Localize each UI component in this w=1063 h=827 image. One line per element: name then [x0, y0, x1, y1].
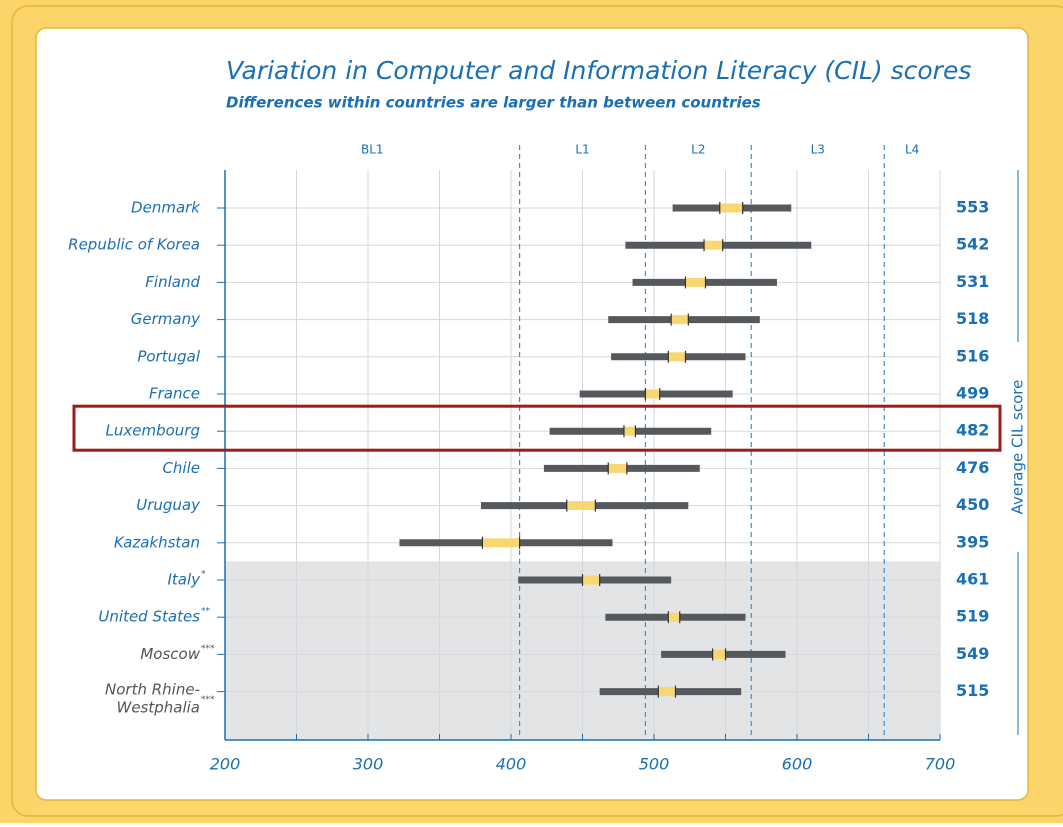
- ci-box: [566, 501, 596, 511]
- mean-label: 515: [956, 681, 989, 700]
- plot: BL1 L1 L2 L3 L4 200 300 400 500 600 700 Denmark 553 R…: [68, 143, 1002, 774]
- mean-label: 531: [956, 272, 989, 291]
- country-label: Chile: [162, 459, 200, 477]
- level-label: BL1: [361, 143, 384, 157]
- mean-label: 542: [956, 235, 989, 254]
- country-label: North Rhine-Westphalia: [105, 680, 200, 716]
- mean-label: 450: [956, 495, 989, 514]
- footnote-mark: ***: [201, 644, 215, 654]
- mean-label: 519: [956, 607, 989, 626]
- chart-title: Variation in Computer and Information Li…: [226, 56, 971, 85]
- ci-box: [668, 612, 680, 622]
- footnote-mark: **: [201, 607, 211, 617]
- country-label: Denmark: [131, 199, 201, 217]
- level-label: L1: [575, 143, 589, 157]
- mean-label: 476: [956, 458, 989, 477]
- country-label: Finland: [145, 273, 200, 291]
- level-label: L2: [691, 143, 705, 157]
- mean-label: 499: [956, 384, 989, 403]
- level-label: L3: [811, 143, 825, 157]
- mean-label: 461: [956, 570, 989, 589]
- mean-label: 553: [956, 198, 989, 217]
- country-label: Republic of Korea: [68, 236, 200, 254]
- country-label: Luxembourg: [106, 422, 200, 440]
- country-label: Kazakhstan: [114, 533, 200, 551]
- country-label: Uruguay: [136, 496, 201, 514]
- country-label: Portugal: [137, 347, 200, 365]
- mean-label: 395: [956, 532, 989, 551]
- ci-box: [712, 649, 726, 659]
- x-tick-label: 200: [210, 755, 241, 774]
- ci-box: [668, 352, 686, 362]
- country-label: Moscow: [140, 645, 200, 663]
- label-line: Westphalia: [116, 698, 200, 716]
- country-label: United States: [98, 608, 200, 626]
- x-tick-label: 400: [496, 755, 527, 774]
- footnote-mark: *: [201, 570, 206, 580]
- ci-box: [645, 389, 660, 399]
- ci-box: [482, 538, 520, 548]
- ci-box: [623, 426, 636, 436]
- y2-label: Average CIL score: [1009, 380, 1027, 515]
- ci-box: [608, 463, 627, 473]
- country-label: Italy: [167, 571, 201, 589]
- highlight-box: [72, 404, 1002, 452]
- mean-label: 549: [956, 644, 989, 663]
- chart-subtitle: Differences within countries are larger …: [226, 94, 761, 112]
- country-label: France: [149, 385, 200, 403]
- mean-label: 516: [956, 346, 989, 365]
- x-tick-label: 300: [353, 755, 384, 774]
- ci-box: [685, 277, 706, 287]
- mean-label: 482: [956, 421, 989, 440]
- ci-box: [704, 240, 723, 250]
- x-tick-label: 700: [925, 755, 956, 774]
- mean-label: 518: [956, 309, 989, 328]
- footnote-mark: ***: [201, 695, 215, 705]
- ci-box: [719, 203, 743, 213]
- ci-box: [671, 315, 689, 325]
- ci-box: [658, 687, 676, 697]
- label-line: North Rhine-: [105, 680, 200, 698]
- x-tick-label: 500: [639, 755, 670, 774]
- x-tick-label: 600: [782, 755, 813, 774]
- level-label: L4: [905, 143, 919, 157]
- country-label: Germany: [131, 310, 201, 328]
- ci-box: [582, 575, 600, 585]
